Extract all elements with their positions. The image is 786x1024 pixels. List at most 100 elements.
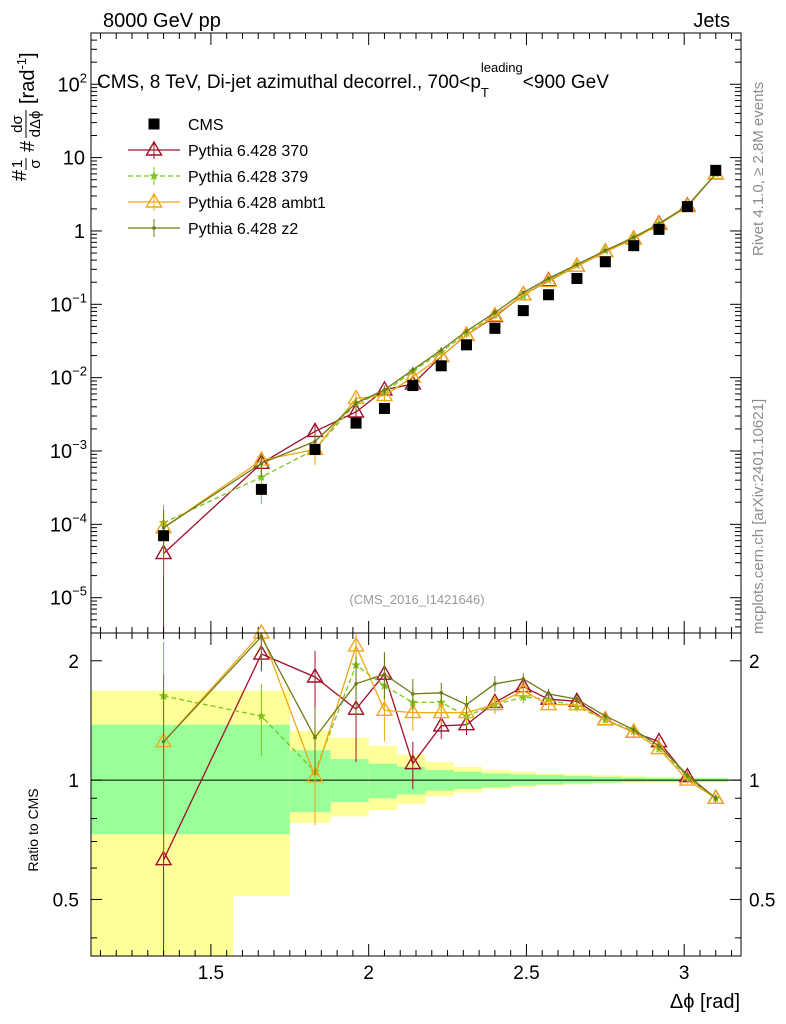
legend-label: Pythia 6.428 370 xyxy=(188,143,308,160)
legend-entry: Pythia 6.428 370 xyxy=(128,140,308,160)
ratio-point xyxy=(657,744,661,748)
ratio-point xyxy=(154,850,173,866)
ratio-series-line xyxy=(163,664,717,799)
ratio-y-label: Ratio to CMS xyxy=(25,788,41,871)
ratio-point xyxy=(575,697,579,701)
data-point xyxy=(571,272,583,284)
series-point xyxy=(259,461,264,466)
legend-entry: Pythia 6.428 z2 xyxy=(128,219,298,238)
x-tick-label: 2.5 xyxy=(513,963,539,984)
data-point xyxy=(255,483,267,495)
series-3 xyxy=(161,172,718,576)
data-point xyxy=(460,339,472,351)
data-point xyxy=(543,289,555,301)
ratio-point xyxy=(439,691,444,695)
series-point xyxy=(354,401,358,405)
data-point xyxy=(710,164,722,176)
svg-text:dΔϕ: dΔϕ xyxy=(27,111,44,138)
x-tick-label: 1.5 xyxy=(198,963,224,984)
ratio-point xyxy=(259,634,264,639)
main-panel: 10−5 10−4 10−3 10−2 10−1 1 10 102 xyxy=(50,32,742,634)
series-point xyxy=(375,386,394,402)
ratio-point xyxy=(603,714,608,718)
series-point xyxy=(347,402,365,418)
ratio-point xyxy=(404,703,422,719)
series-point xyxy=(521,290,526,295)
legend-label: Pythia 6.428 379 xyxy=(188,169,308,186)
data-point xyxy=(350,417,362,429)
ratio-point xyxy=(404,754,422,770)
ratio-band-inner xyxy=(397,766,426,795)
data-point xyxy=(489,322,501,334)
data-point xyxy=(628,240,640,252)
data-point xyxy=(158,530,170,542)
energy-label: 8000 GeV pp xyxy=(103,10,221,32)
ratio-point xyxy=(432,716,450,732)
data-point xyxy=(653,223,665,235)
ratio-point xyxy=(685,773,690,777)
ratio-point xyxy=(411,692,415,696)
legend-entry: Pythia 6.428 379 xyxy=(128,167,308,186)
ratio-point xyxy=(464,702,469,707)
series-point xyxy=(631,235,636,240)
data-point xyxy=(599,256,611,268)
ratio-y-tick-label: 2 xyxy=(68,652,79,673)
legend-entry: CMS xyxy=(148,117,224,134)
legend-label: Pythia 6.428 ambt1 xyxy=(188,195,326,212)
x-tick-label: 3 xyxy=(679,963,690,984)
svg-text:σ: σ xyxy=(27,159,44,169)
ratio-series-3 xyxy=(161,633,718,855)
ratio-y-tick-label: 1 xyxy=(749,771,760,792)
ratio-point xyxy=(347,636,365,652)
legend-marker xyxy=(145,192,163,208)
series-point xyxy=(382,388,387,392)
ratio-point xyxy=(539,695,558,711)
series-point xyxy=(464,329,469,333)
svg-text:1: 1 xyxy=(9,160,26,168)
legend-marker xyxy=(145,140,163,156)
ratio-point xyxy=(521,677,526,681)
ratio-point xyxy=(568,695,586,711)
ratio-point xyxy=(161,739,166,744)
ratio-y-axis: 0.5 0.5 1 1 2 2 xyxy=(53,652,775,939)
legend-entry: Pythia 6.428 ambt1 xyxy=(128,192,326,212)
main-y-axis: 10−5 10−4 10−3 10−2 10−1 1 10 102 xyxy=(50,32,741,628)
data-point xyxy=(681,201,693,213)
ratio-point xyxy=(625,722,643,739)
ratio-point xyxy=(631,727,636,732)
series-point xyxy=(603,248,608,253)
x-tick-label: 2 xyxy=(363,963,374,984)
svg-text:dσ: dσ xyxy=(9,114,26,132)
y-tick-label: 10−1 xyxy=(50,290,87,316)
ratio-point xyxy=(313,735,317,740)
ratio-point xyxy=(707,788,725,804)
ratio-panel: 1.5 2 2.5 3 0.5 0.5 1 1 2 2 xyxy=(53,623,775,984)
ratio-point xyxy=(546,692,551,696)
series-point xyxy=(486,306,504,322)
ratio-point xyxy=(713,796,718,801)
chart-title: CMS, 8 TeV, Di-jet azimuthal decorrel., … xyxy=(97,60,609,100)
ratio-y-tick-label: 0.5 xyxy=(53,890,79,911)
ratio-y-tick-label: 0.5 xyxy=(749,890,775,911)
ratio-point xyxy=(375,700,394,716)
legend-label: CMS xyxy=(188,117,224,134)
data-point xyxy=(407,380,419,392)
y-tick-label: 10−2 xyxy=(50,364,87,390)
svg-text:#: # xyxy=(9,169,31,181)
ratio-y-tick-label: 2 xyxy=(749,652,760,673)
legend-marker xyxy=(149,171,159,180)
y-tick-label: 10−3 xyxy=(50,437,87,463)
y-tick-label: 10−4 xyxy=(50,510,87,536)
data-point xyxy=(435,360,447,372)
ratio-point xyxy=(457,715,476,731)
chart-labels: CMS, 8 TeV, Di-jet azimuthal decorrel., … xyxy=(9,52,740,1013)
y-tick-label: 102 xyxy=(58,70,87,96)
ratio-point xyxy=(493,681,497,686)
ratio-point xyxy=(382,672,387,676)
svg-text:#: # xyxy=(17,140,39,152)
legend-label: Pythia 6.428 z2 xyxy=(188,221,298,238)
data-point xyxy=(309,443,321,455)
ratio-point xyxy=(432,703,450,719)
series-point xyxy=(161,525,166,530)
